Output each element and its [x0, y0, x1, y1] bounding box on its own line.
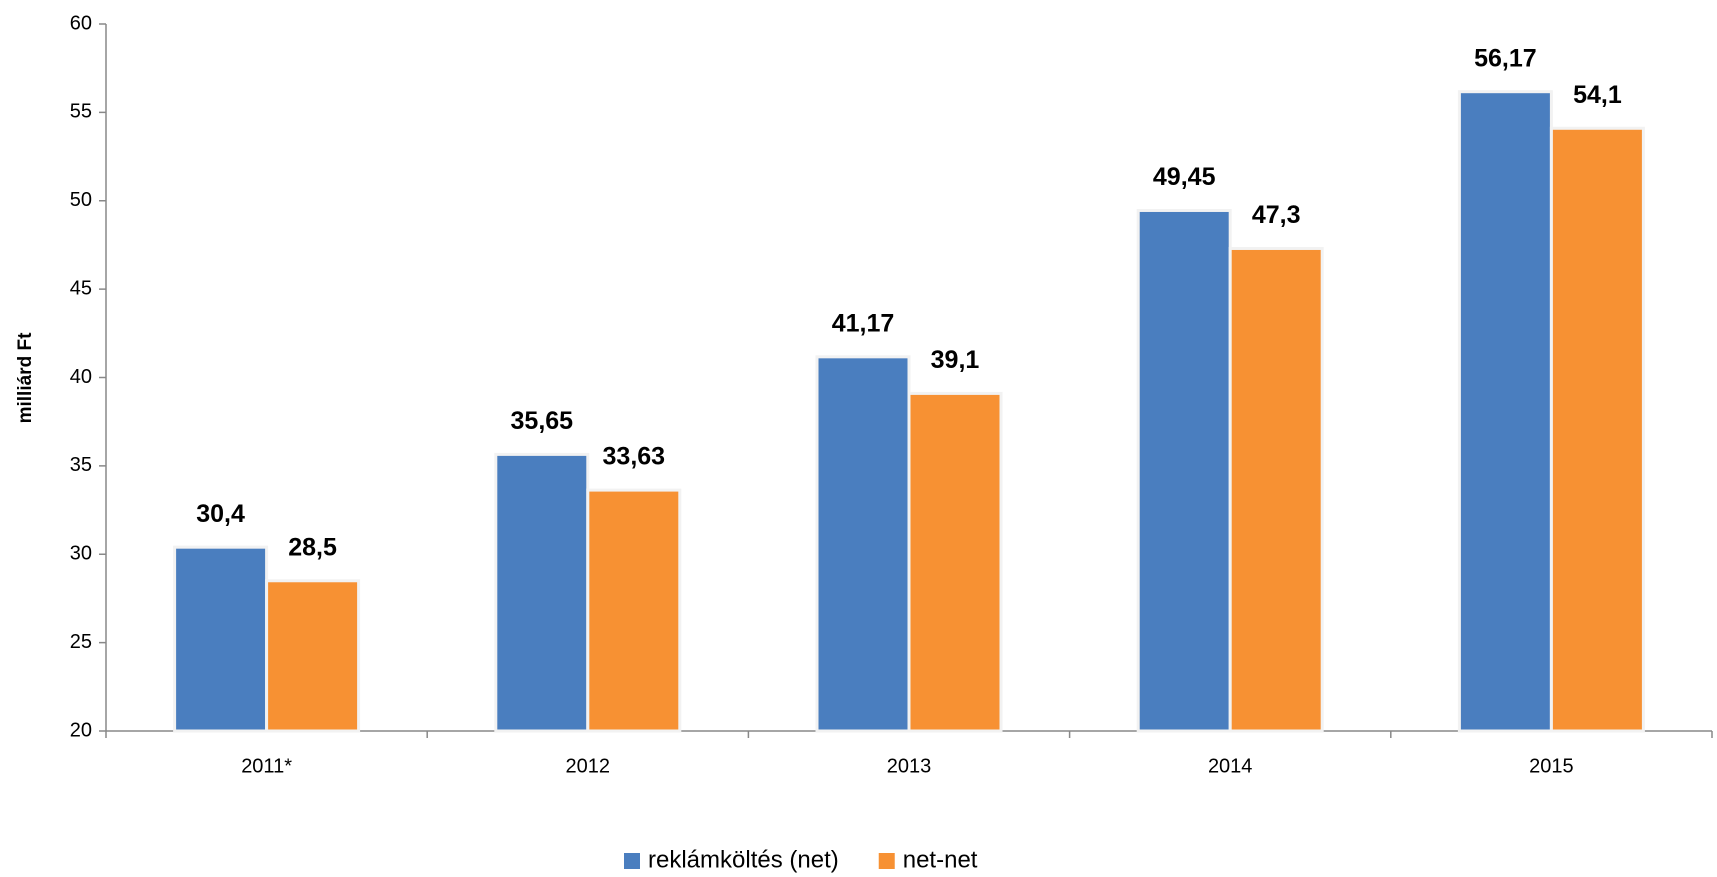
bar [1549, 126, 1645, 733]
bar [907, 391, 1003, 733]
x-tick-label: 2011* [241, 755, 292, 777]
y-tick-label: 60 [70, 12, 92, 34]
bar [815, 355, 911, 733]
data-label: 54,1 [1573, 81, 1622, 109]
bar [494, 452, 590, 733]
y-axis-label: milliárd Ft [15, 332, 36, 423]
bar [1228, 246, 1324, 733]
data-label: 30,4 [196, 500, 245, 528]
data-label: 39,1 [931, 346, 980, 374]
data-label: 33,63 [603, 443, 666, 471]
legend-swatch [878, 853, 895, 869]
y-tick-label: 20 [70, 719, 92, 741]
y-tick-label: 50 [70, 189, 92, 211]
y-tick-label: 35 [70, 454, 92, 476]
x-tick-label: 2013 [887, 755, 932, 777]
data-label: 56,17 [1474, 44, 1537, 72]
bar [586, 488, 682, 733]
x-tick-label: 2015 [1529, 755, 1574, 777]
data-label: 47,3 [1252, 201, 1301, 229]
bar [173, 545, 269, 733]
y-tick-label: 55 [70, 101, 92, 123]
y-tick-label: 45 [70, 277, 92, 299]
y-tick-label: 30 [70, 543, 92, 565]
data-label: 35,65 [511, 407, 574, 435]
data-label: 49,45 [1153, 163, 1216, 191]
bar [1457, 90, 1553, 733]
legend-label: reklámköltés (net) [648, 846, 839, 873]
x-tick-label: 2014 [1208, 755, 1253, 777]
y-tick-label: 25 [70, 631, 92, 653]
bar [1136, 208, 1232, 733]
legend-swatch [624, 853, 640, 869]
data-label: 41,17 [832, 309, 895, 337]
y-tick-label: 40 [70, 366, 92, 388]
legend-label: net-net [903, 846, 978, 873]
data-label: 28,5 [288, 533, 337, 561]
bar [265, 579, 361, 733]
x-tick-label: 2012 [566, 755, 611, 777]
